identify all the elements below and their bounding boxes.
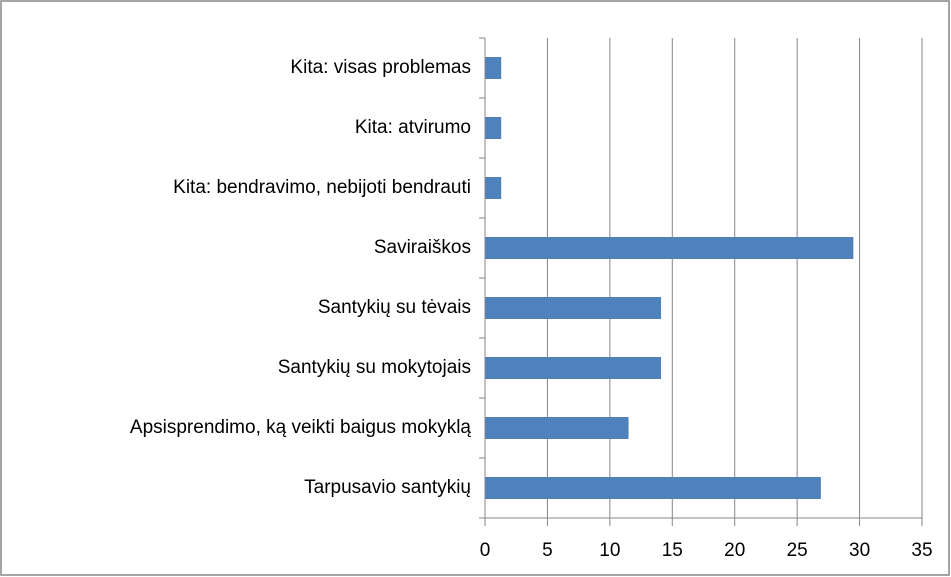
y-tick-label: Saviraiškos [374, 237, 471, 258]
bar [485, 177, 502, 199]
x-tick-label: 30 [849, 540, 870, 561]
bar [485, 57, 502, 79]
y-tick-label: Tarpusavio santykių [304, 477, 471, 498]
y-tick-label: Kita: visas problemas [290, 57, 471, 78]
x-tick-label: 35 [911, 540, 932, 561]
bar [485, 297, 662, 319]
y-tick-label: Apsisprendimo, ką veikti baigus mokyklą [130, 417, 472, 438]
x-tick-label: 20 [724, 540, 745, 561]
x-tick-label: 25 [787, 540, 808, 561]
bar [485, 417, 629, 439]
y-tick-label: Kita: bendravimo, nebijoti bendrauti [173, 177, 471, 198]
y-tick-label: Kita: atvirumo [355, 117, 471, 138]
bar [485, 477, 821, 499]
x-tick-label: 15 [662, 540, 683, 561]
y-tick-label: Santykių su tėvais [318, 297, 471, 318]
bar [485, 117, 502, 139]
bar [485, 357, 662, 379]
x-tick-label: 0 [480, 540, 491, 561]
x-tick-label: 10 [599, 540, 620, 561]
x-tick-label: 5 [542, 540, 553, 561]
bar [485, 237, 854, 259]
y-tick-label: Santykių su mokytojais [278, 357, 471, 378]
